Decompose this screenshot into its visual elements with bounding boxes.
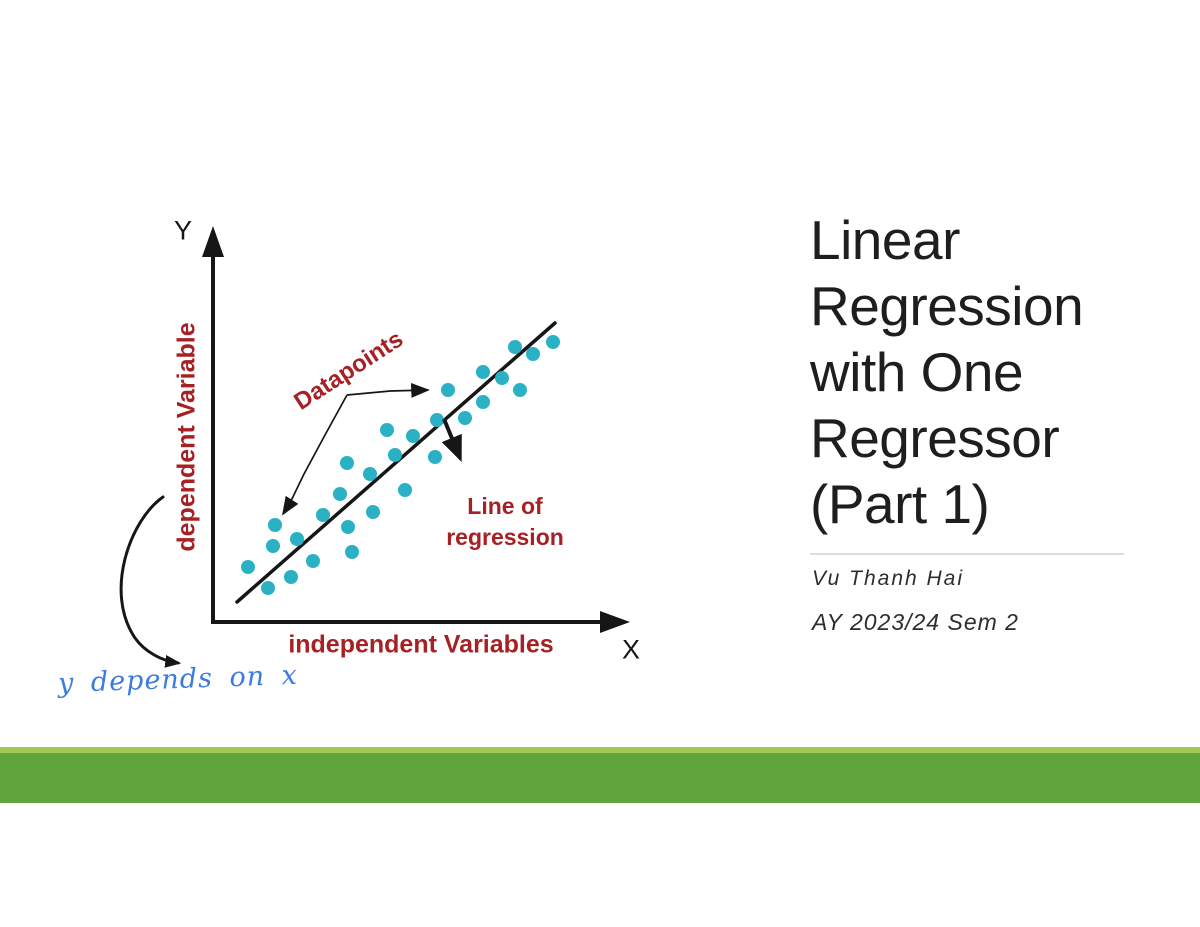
y-axis-arrowhead-icon xyxy=(202,226,224,257)
scatter-dot xyxy=(476,395,490,409)
line-of-regression-arrow xyxy=(441,418,462,463)
slide-title: Linear Regression with One Regressor (Pa… xyxy=(810,209,1084,535)
author-name: Vu Thanh Hai xyxy=(812,567,965,590)
y-axis-label: dependent Variable xyxy=(172,322,201,552)
x-axis-letter: X xyxy=(621,634,641,665)
scatter-dot xyxy=(306,554,320,568)
scatter-dot xyxy=(441,383,455,397)
y-axis xyxy=(202,226,224,624)
regression-diagram xyxy=(119,226,630,668)
academic-term: AY 2023/24 Sem 2 xyxy=(812,609,1019,635)
scatter-dot xyxy=(345,545,359,559)
scatter-dot xyxy=(316,508,330,522)
scatter-dot xyxy=(340,456,354,470)
scatter-dot xyxy=(388,448,402,462)
title-divider xyxy=(810,553,1124,555)
scatter-dot xyxy=(290,532,304,546)
x-axis xyxy=(211,611,630,633)
line-of-regression-label: Line of regression xyxy=(446,493,564,550)
scatter-dot xyxy=(508,340,522,354)
datapoints-arrows xyxy=(281,382,430,516)
scatter-dot xyxy=(495,371,509,385)
scatter-dot xyxy=(380,423,394,437)
footer-bar-light-stripe xyxy=(0,747,1200,753)
scatter-dot xyxy=(513,383,527,397)
scatter-dot xyxy=(268,518,282,532)
scatter-dot xyxy=(266,539,280,553)
handwritten-curved-arrow xyxy=(119,495,182,668)
scatter-dot xyxy=(284,570,298,584)
scatter-dot xyxy=(546,335,560,349)
scatter-dot xyxy=(366,505,380,519)
scatter-dot xyxy=(430,413,444,427)
scatter-dot xyxy=(261,581,275,595)
scatter-dot xyxy=(241,560,255,574)
scatter-dot xyxy=(458,411,472,425)
scatter-dot xyxy=(341,520,355,534)
datapoints-arrow-right xyxy=(346,382,430,398)
regression-line xyxy=(235,321,557,604)
scatter-dot xyxy=(428,450,442,464)
scatter-dot xyxy=(363,467,377,481)
footer-bar xyxy=(0,753,1200,803)
scatter-dot xyxy=(398,483,412,497)
scatter-dot xyxy=(406,429,420,443)
x-axis-arrowhead-icon xyxy=(600,611,630,633)
scatter-dots xyxy=(241,335,560,595)
scatter-dot xyxy=(526,347,540,361)
y-axis-letter: Y xyxy=(173,215,193,246)
scatter-dot xyxy=(333,487,347,501)
datapoints-arrow-left xyxy=(281,394,348,516)
x-axis-label: independent Variables xyxy=(288,630,554,659)
scatter-dot xyxy=(476,365,490,379)
